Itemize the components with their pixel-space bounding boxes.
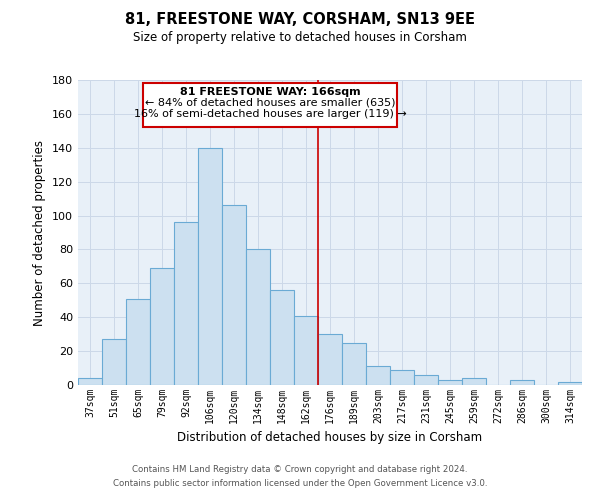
Bar [390,370,414,385]
X-axis label: Distribution of detached houses by size in Corsham: Distribution of detached houses by size … [178,432,482,444]
Bar [462,378,486,385]
Text: 81, FREESTONE WAY, CORSHAM, SN13 9EE: 81, FREESTONE WAY, CORSHAM, SN13 9EE [125,12,475,28]
Bar [318,334,342,385]
Bar [294,316,318,385]
Bar [438,380,462,385]
Bar [102,339,126,385]
Bar [150,268,174,385]
Bar [126,298,150,385]
Text: ← 84% of detached houses are smaller (635): ← 84% of detached houses are smaller (63… [145,98,395,108]
Y-axis label: Number of detached properties: Number of detached properties [34,140,46,326]
Bar [222,206,246,385]
Bar [558,382,582,385]
Bar [342,342,366,385]
Text: Contains HM Land Registry data © Crown copyright and database right 2024.
Contai: Contains HM Land Registry data © Crown c… [113,466,487,487]
Bar [510,380,534,385]
Bar [174,222,198,385]
FancyBboxPatch shape [143,84,397,128]
Bar [414,375,438,385]
Bar [270,290,294,385]
Bar [198,148,222,385]
Text: Size of property relative to detached houses in Corsham: Size of property relative to detached ho… [133,31,467,44]
Bar [366,366,390,385]
Bar [246,250,270,385]
Bar [78,378,102,385]
Text: 81 FREESTONE WAY: 166sqm: 81 FREESTONE WAY: 166sqm [179,87,361,97]
Text: 16% of semi-detached houses are larger (119) →: 16% of semi-detached houses are larger (… [134,109,406,119]
